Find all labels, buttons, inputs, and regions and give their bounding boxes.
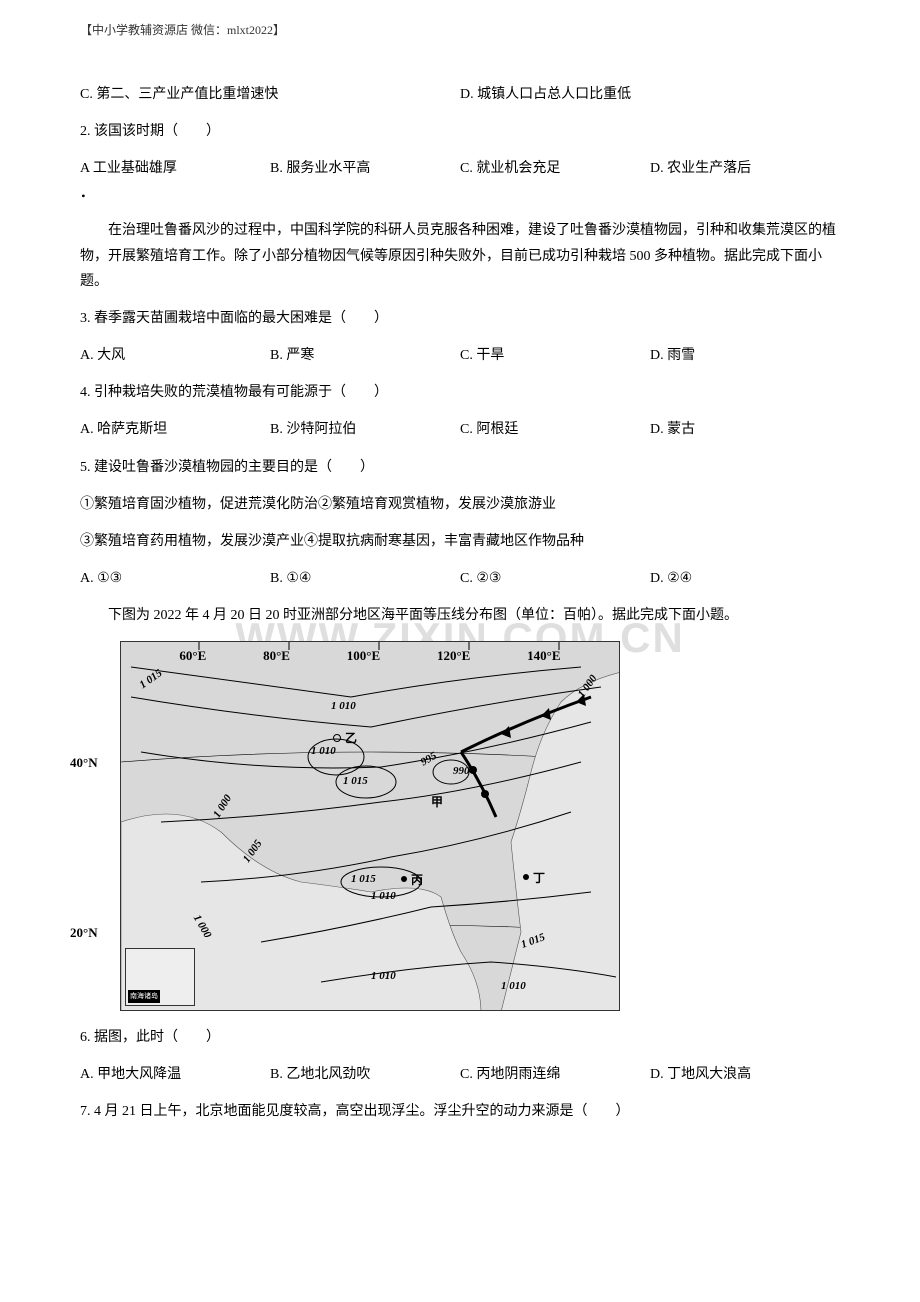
option-d: D. 雨雪 <box>650 343 840 368</box>
option-d: D. 丁地风大浪高 <box>650 1062 840 1087</box>
option-b: B. 服务业水平高 <box>270 156 460 206</box>
option-c: C. ②③ <box>460 566 650 591</box>
isobar-map: 60°E 80°E 100°E 120°E 140°E <box>120 641 620 1011</box>
passage2: 下图为 2022 年 4 月 20 日 20 时亚洲部分地区海平面等压线分布图（… <box>80 603 840 628</box>
q6-options: A. 甲地大风降温 B. 乙地北风劲吹 C. 丙地阴雨连绵 D. 丁地风大浪高 <box>80 1062 840 1087</box>
q-prev-options: C. 第二、三产业产值比重增速快 D. 城镇人口占总人口比重低 <box>80 82 840 107</box>
q5-line1: ①繁殖培育固沙植物，促进荒漠化防治②繁殖培育观赏植物，发展沙漠旅游业 <box>80 492 840 517</box>
iso-1010-se: 1 010 <box>501 977 526 997</box>
option-a: A. 甲地大风降温 <box>80 1062 270 1087</box>
iso-1010-sb: 1 010 <box>371 967 396 987</box>
option-c: C. 就业机会充足 <box>460 156 650 206</box>
option-a: A. ①③ <box>80 566 270 591</box>
q7-stem: 7. 4 月 21 日上午，北京地面能见度较高，高空出现浮尘。浮尘升空的动力来源… <box>80 1099 840 1124</box>
pt-yi-marker <box>333 734 341 742</box>
pt-yi: 乙 <box>345 728 357 750</box>
q3-options: A. 大风 B. 严寒 C. 干旱 D. 雨雪 <box>80 343 840 368</box>
option-c: C. 阿根廷 <box>460 417 650 442</box>
option-b: B. 乙地北风劲吹 <box>270 1062 460 1087</box>
option-a: A. 哈萨克斯坦 <box>80 417 270 442</box>
option-d: D. 城镇人口占总人口比重低 <box>460 82 840 107</box>
q4-options: A. 哈萨克斯坦 B. 沙特阿拉伯 C. 阿根廷 D. 蒙古 <box>80 417 840 442</box>
option-c: C. 丙地阴雨连绵 <box>460 1062 650 1087</box>
option-a: A 工业基础雄厚 ． <box>80 156 270 206</box>
option-b: B. 严寒 <box>270 343 460 368</box>
pt-ding: 丁 <box>533 868 545 890</box>
option-a-text: A 工业基础雄厚 <box>80 161 177 176</box>
q5-line2: ③繁殖培育药用植物，发展沙漠产业④提取抗病耐寒基因，丰富青藏地区作物品种 <box>80 529 840 554</box>
iso-1010-c: 1 010 <box>311 742 336 762</box>
q4-stem: 4. 引种栽培失败的荒漠植物最有可能源于（ ） <box>80 380 840 405</box>
lat-20n: 20°N <box>70 921 98 944</box>
pt-bing-marker <box>401 876 407 882</box>
lat-40n: 40°N <box>70 751 98 774</box>
option-b: B. 沙特阿拉伯 <box>270 417 460 442</box>
figure-container: 40°N 20°N 60°E 80°E 100°E 120°E 140°E <box>120 641 840 1011</box>
option-d: D. 蒙古 <box>650 417 840 442</box>
page-header: 【中小学教辅资源店 微信：mlxt2022】 <box>80 20 840 42</box>
iso-990: 990 <box>453 762 470 782</box>
option-d: D. ②④ <box>650 566 840 591</box>
iso-1010-s: 1 010 <box>371 887 396 907</box>
pt-bing: 丙 <box>411 870 423 892</box>
pt-ding-marker <box>523 874 529 880</box>
q3-stem: 3. 春季露天苗圃栽培中面临的最大困难是（ ） <box>80 306 840 331</box>
inset-map: 南海诸岛 <box>125 948 195 1006</box>
option-a-dot: ． <box>80 186 94 201</box>
inset-label: 南海诸岛 <box>128 990 160 1003</box>
q2-options: A 工业基础雄厚 ． B. 服务业水平高 C. 就业机会充足 D. 农业生产落后 <box>80 156 840 206</box>
q5-options: A. ①③ B. ①④ C. ②③ D. ②④ <box>80 566 840 591</box>
option-b: B. ①④ <box>270 566 460 591</box>
passage1: 在治理吐鲁番风沙的过程中，中国科学院的科研人员克服各种困难，建设了吐鲁番沙漠植物… <box>80 218 840 294</box>
option-d: D. 农业生产落后 <box>650 156 840 206</box>
map-svg <box>121 642 620 1011</box>
q5-stem: 5. 建设吐鲁番沙漠植物园的主要目的是（ ） <box>80 455 840 480</box>
iso-1010-n: 1 010 <box>331 697 356 717</box>
option-a: A. 大风 <box>80 343 270 368</box>
option-c: C. 干旱 <box>460 343 650 368</box>
iso-1015-c: 1 015 <box>343 772 368 792</box>
q6-stem: 6. 据图，此时（ ） <box>80 1025 840 1050</box>
q2-stem: 2. 该国该时期（ ） <box>80 119 840 144</box>
pt-jia: 甲 <box>431 792 443 814</box>
option-c: C. 第二、三产业产值比重增速快 <box>80 82 460 107</box>
